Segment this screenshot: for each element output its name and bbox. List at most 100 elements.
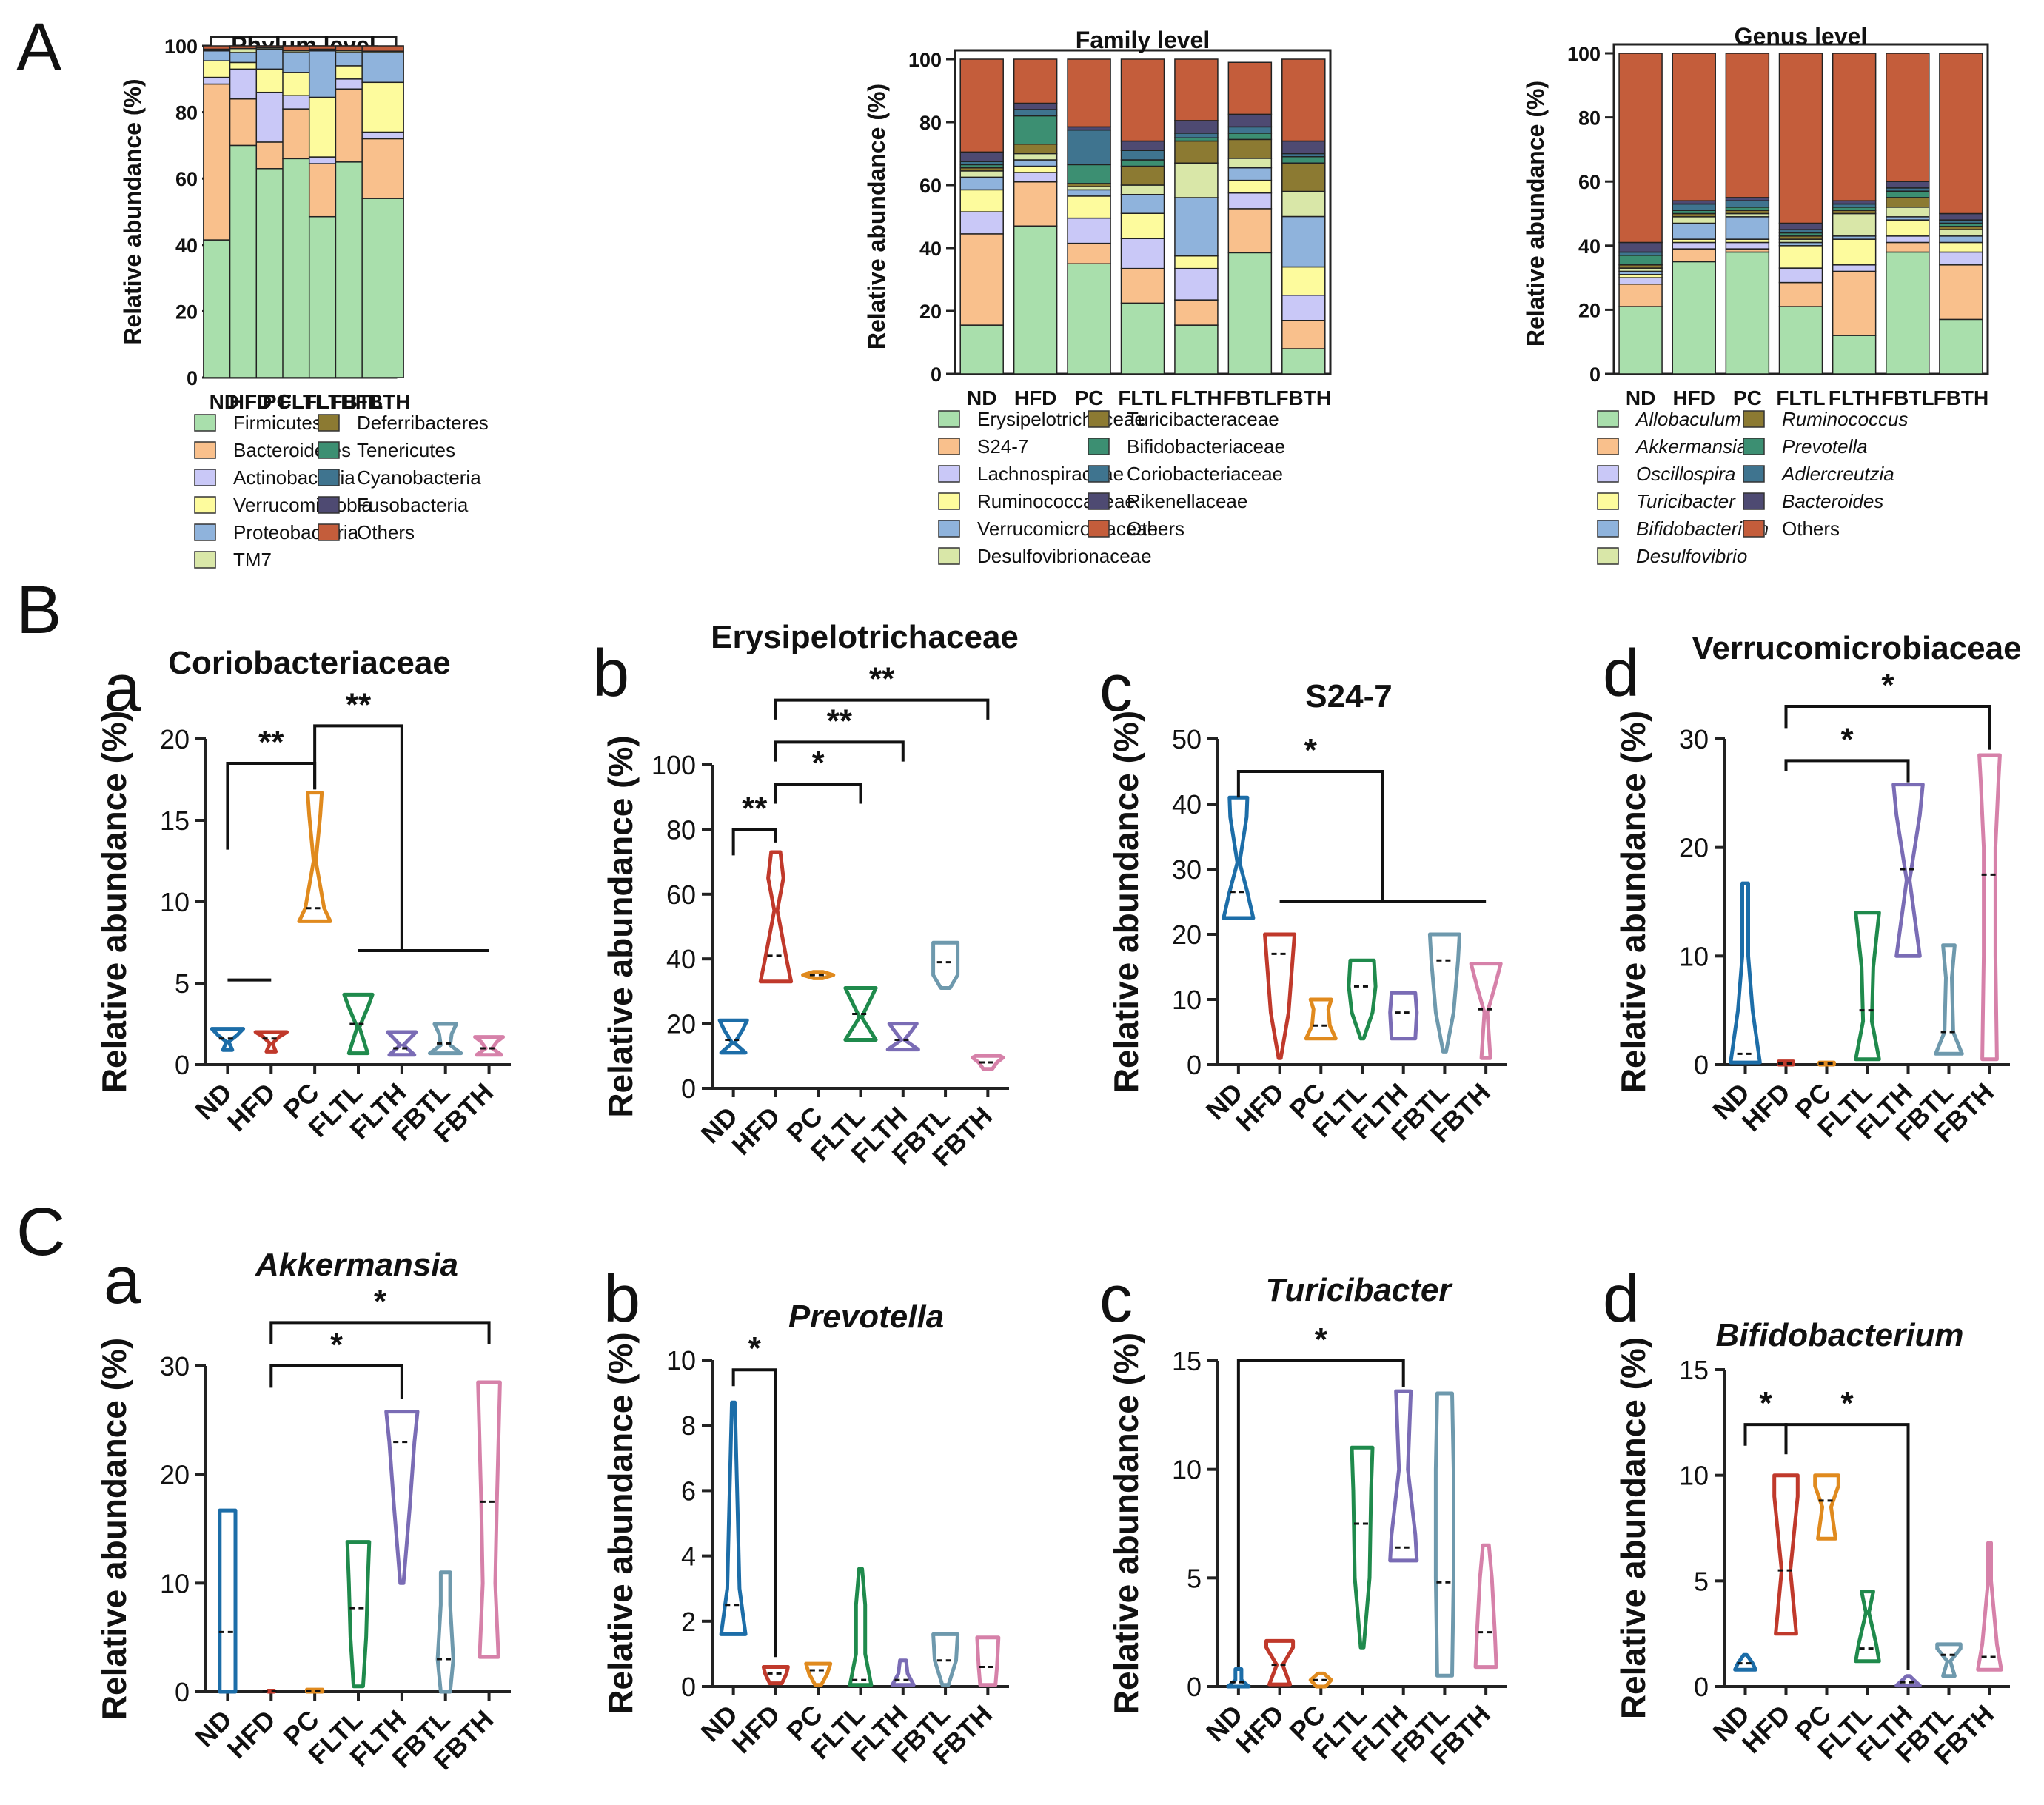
- chart-title: Coriobacteriaceae: [168, 645, 451, 681]
- bar-segment: [1672, 203, 1716, 211]
- y-tick-label: 4: [681, 1541, 696, 1572]
- bar-segment: [1778, 281, 1823, 307]
- bar-segment: [1067, 242, 1111, 264]
- legend-swatch: [1597, 547, 1619, 565]
- bar-segment: [1281, 156, 1326, 164]
- y-tick-label: 0: [1187, 1050, 1202, 1080]
- sub-label-c-c: c: [1099, 1262, 1133, 1336]
- bar-segment: [1174, 162, 1219, 198]
- legend-swatch: [1088, 492, 1110, 510]
- legend-label: Fusobacteria: [357, 494, 469, 516]
- bar-segment: [1886, 219, 1930, 237]
- legend-label: Others: [357, 521, 415, 543]
- y-tick-label: 6: [681, 1476, 696, 1506]
- bar-segment: [1281, 348, 1326, 375]
- y-tick-label: 10: [666, 1345, 696, 1376]
- violin: [975, 1635, 1001, 1687]
- bar-segment: [1013, 58, 1058, 104]
- bar-segment: [959, 324, 1004, 375]
- violin: [1433, 1391, 1455, 1678]
- violin: [843, 986, 878, 1042]
- bar-segment: [1281, 215, 1326, 268]
- bar-segment: [1227, 192, 1273, 210]
- bar-segment: [1281, 266, 1326, 296]
- y-axis-label: Relative abundance (%): [95, 1338, 133, 1720]
- significance-bracket: [774, 783, 862, 804]
- violin: [342, 992, 375, 1056]
- y-axis-label: Relative abundance (%): [1614, 711, 1652, 1093]
- bar-segment: [1227, 133, 1273, 141]
- legend-label: Deferribacteres: [357, 412, 489, 434]
- x-tick-label: FBTL: [1881, 386, 1934, 409]
- legend-label: Others: [1127, 518, 1184, 540]
- legend-swatch: [1088, 465, 1110, 483]
- significance-label: **: [346, 686, 372, 723]
- bar-segment: [1120, 140, 1165, 151]
- y-tick-label: 40: [1172, 789, 1202, 820]
- y-tick-label: 10: [160, 1568, 190, 1598]
- y-tick-label: 30: [1172, 854, 1202, 885]
- bar-segment: [1281, 140, 1326, 155]
- y-axis-label: Relative abundance (%): [601, 1332, 640, 1714]
- y-tick-label: 0: [931, 364, 942, 386]
- significance-label: **: [869, 661, 895, 697]
- bar-segment: [1227, 138, 1273, 159]
- chart-title: Turicibacter: [1265, 1272, 1453, 1308]
- legend-swatch: [194, 414, 216, 432]
- bar-segment: [1832, 335, 1877, 375]
- y-tick-label: 40: [919, 238, 942, 260]
- y-tick-label: 10: [1679, 941, 1709, 971]
- bar-segment: [1013, 159, 1058, 167]
- legend-label: Turicibacter: [1636, 490, 1736, 512]
- bar-segment: [1013, 172, 1058, 183]
- x-tick-label: FLTH: [1170, 386, 1222, 409]
- significance-bracket: [269, 1364, 403, 1399]
- significance-bracket: [774, 740, 905, 762]
- bar-segment: [1013, 109, 1058, 117]
- legend-swatch: [938, 492, 960, 510]
- legend-swatch: [318, 414, 340, 432]
- stacked-chart-2: Family level 0 20 40 60 80 100 Relative abundan…: [863, 27, 1332, 567]
- bar-segment: [1281, 58, 1326, 142]
- x-tick-label: HFD: [229, 390, 272, 413]
- bar-segment: [361, 81, 404, 133]
- legend-label: Allobaculum: [1635, 408, 1741, 430]
- violin: [1891, 783, 1925, 958]
- significance-label: *: [1881, 667, 1894, 703]
- y-tick-label: 0: [681, 1672, 696, 1702]
- violin: [473, 1035, 506, 1057]
- bar-segment: [1067, 217, 1111, 244]
- significance-bracket: [1743, 1423, 1788, 1455]
- bar-segment: [1120, 184, 1165, 195]
- panel-label-c: C: [16, 1194, 65, 1270]
- violin: [848, 1567, 874, 1687]
- significance-bracket: [774, 698, 990, 720]
- bar-segment: [1227, 113, 1273, 128]
- bar-segment: [1939, 251, 1983, 266]
- y-tick-label: 100: [164, 36, 198, 58]
- bar-segment: [1227, 61, 1273, 115]
- violin: [1347, 958, 1378, 1041]
- significance-label: *: [1304, 732, 1318, 768]
- violin-chart-2: 0 20 40 60 80 100 Relative abundance (%) Erysip…: [601, 619, 1019, 1173]
- y-tick-label: 0: [175, 1050, 190, 1080]
- bar-segment: [1120, 302, 1165, 375]
- chart-title: Verrucomicrobiaceae: [1692, 630, 2021, 666]
- bar-segment: [1672, 241, 1716, 250]
- bar-segment: [1618, 241, 1663, 253]
- x-tick-label: HFD: [726, 1699, 785, 1759]
- bar-segment: [1886, 207, 1930, 218]
- significance-bracket: [1784, 759, 1910, 783]
- legend-swatch: [1743, 465, 1765, 483]
- bar-segment: [1227, 179, 1273, 194]
- legend-swatch: [1088, 520, 1110, 538]
- violin: [476, 1380, 502, 1659]
- legend-label: Ruminococcus: [1782, 408, 1909, 430]
- violin: [1894, 1674, 1922, 1688]
- bar-segment: [1174, 255, 1219, 269]
- x-tick-label: ND: [210, 390, 239, 413]
- bar-segment: [1067, 195, 1111, 219]
- x-tick-label: HFD: [1230, 1699, 1290, 1759]
